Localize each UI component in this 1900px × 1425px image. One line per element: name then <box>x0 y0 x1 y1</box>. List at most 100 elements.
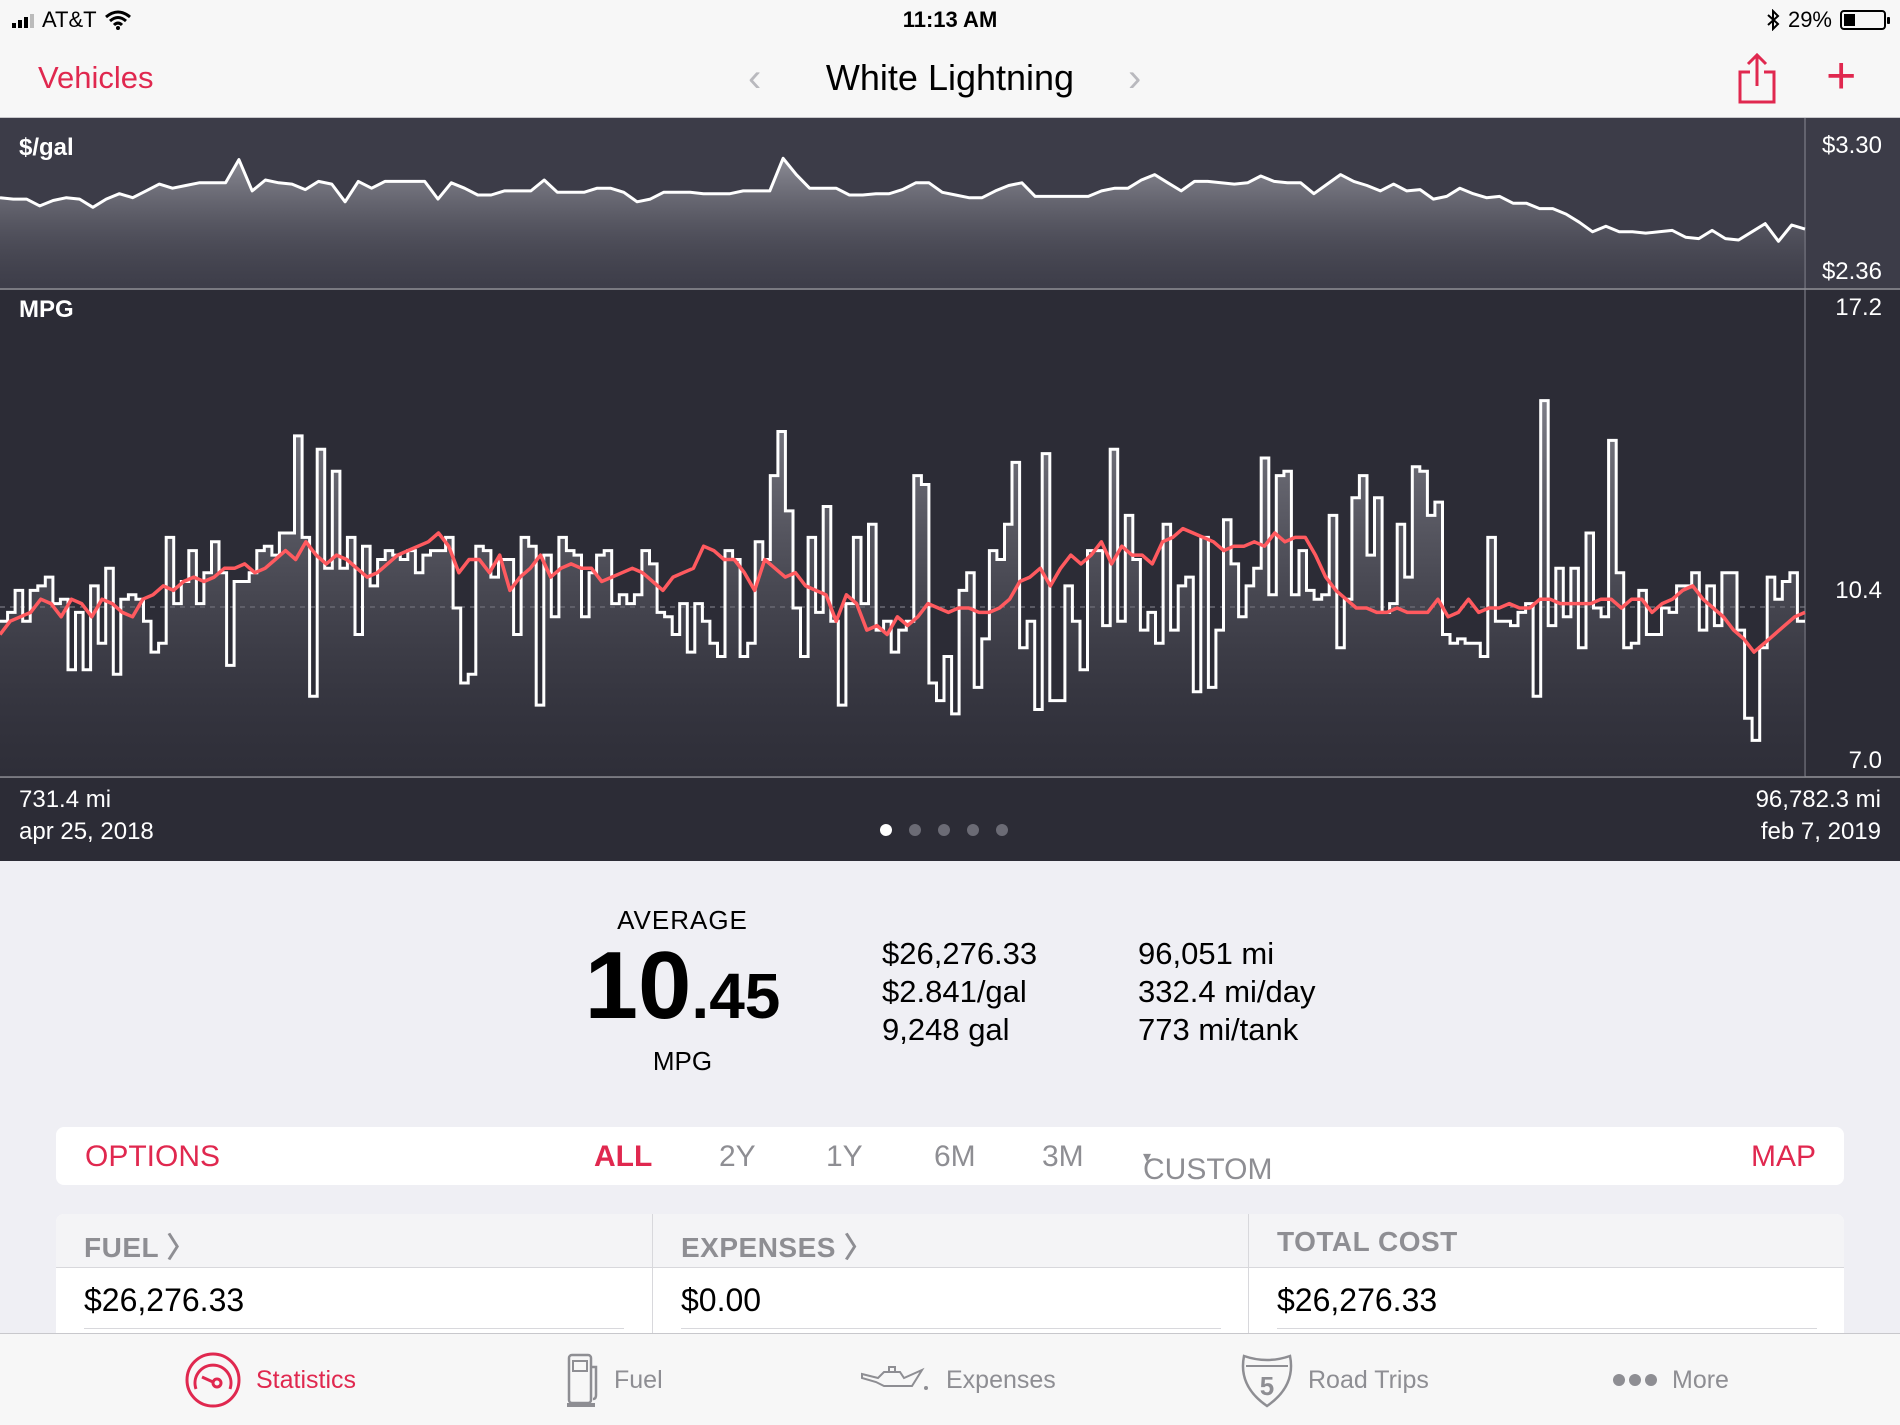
page-dot[interactable] <box>880 824 892 836</box>
total-cost-stat: $26,276.33 <box>882 936 1038 971</box>
options-button[interactable]: OPTIONS <box>85 1140 221 1173</box>
average-label: AVERAGE <box>617 905 748 935</box>
mpg-area <box>0 400 1805 777</box>
column-divider <box>1248 1214 1249 1334</box>
price-max-label: $3.30 <box>1821 132 1882 159</box>
average-mpg-block: AVERAGE 10.45 MPG <box>540 905 825 1077</box>
mpg-average-line <box>0 526 1806 654</box>
status-bar: AT&T 11:13 AM 29% <box>0 0 1900 40</box>
mpg-mid-label: 10.4 <box>1835 577 1882 604</box>
ellipsis-icon <box>1613 1374 1657 1386</box>
range-1y-tab[interactable]: 1Y <box>826 1140 863 1173</box>
tab-road-trips[interactable]: 5 Road Trips <box>1240 1334 1429 1425</box>
battery-icon <box>1840 10 1890 30</box>
start-distance: 731.4 mi <box>19 786 112 813</box>
cost-stats: $26,276.33 $2.841/gal 9,248 gal <box>882 935 1037 1049</box>
tab-road-trips-label: Road Trips <box>1308 1365 1429 1394</box>
miles-per-tank-stat: 773 mi/tank <box>1138 1012 1299 1047</box>
battery-percent: 29% <box>1787 7 1832 32</box>
page-dot[interactable] <box>909 824 921 836</box>
column-divider <box>652 1214 653 1334</box>
chevron-right-icon: 〉 <box>166 1232 196 1263</box>
mpg-max-label: 17.2 <box>1835 294 1882 321</box>
average-value: 10.45 <box>540 936 825 1046</box>
mpg-min-label: 7.0 <box>1848 747 1882 774</box>
fuel-header-label: FUEL <box>84 1232 159 1263</box>
tab-more[interactable]: More <box>1612 1334 1729 1425</box>
expenses-column-header[interactable]: EXPENSES 〉 <box>681 1226 873 1266</box>
vehicles-back-button[interactable]: Vehicles <box>38 60 154 95</box>
tab-statistics-label: Statistics <box>256 1365 357 1394</box>
cell-signal-icon <box>12 12 34 28</box>
distance-stats: 96,051 mi 332.4 mi/day 773 mi/tank <box>1138 935 1316 1049</box>
range-all-tab[interactable]: ALL <box>594 1140 653 1173</box>
price-area <box>0 158 1805 288</box>
price-line-chart <box>0 156 1806 288</box>
fuel-cost-value: $26,276.33 <box>84 1282 245 1318</box>
range-2y-tab[interactable]: 2Y <box>719 1140 756 1173</box>
miles-per-day-stat: 332.4 mi/day <box>1138 974 1316 1009</box>
row-divider <box>84 1328 624 1329</box>
tab-fuel[interactable]: Fuel <box>566 1334 663 1425</box>
options-bar: OPTIONS ALL 2Y 1Y 6M 3M CUSTOM ▾ MAP <box>56 1127 1844 1186</box>
range-3m-tab[interactable]: 3M <box>1042 1140 1084 1173</box>
previous-vehicle-chevron-icon[interactable]: ‹ <box>748 56 762 100</box>
price-chart-label: $/gal <box>19 134 74 161</box>
map-button[interactable]: MAP <box>1750 1140 1816 1173</box>
oil-can-icon <box>861 1366 928 1390</box>
price-per-gallon-stat: $2.841/gal <box>882 974 1027 1009</box>
wifi-icon <box>104 10 131 30</box>
distance-stat: 96,051 mi <box>1138 936 1275 971</box>
fuel-pump-icon <box>567 1353 598 1407</box>
chevron-right-icon: 〉 <box>844 1232 873 1263</box>
tab-statistics[interactable]: Statistics <box>184 1334 356 1425</box>
add-entry-button[interactable]: + <box>1826 47 1857 105</box>
status-time: 11:13 AM <box>902 7 998 32</box>
tab-expenses[interactable]: Expenses <box>856 1334 1056 1425</box>
custom-label: CUSTOM <box>1143 1153 1273 1186</box>
page-dot[interactable] <box>967 824 979 836</box>
navigation-bar: Vehicles ‹ White Lightning › + <box>0 40 1900 118</box>
expenses-header-label: EXPENSES <box>681 1232 836 1263</box>
price-min-label: $2.36 <box>1821 258 1882 285</box>
page-dot[interactable] <box>938 824 950 836</box>
dropdown-triangle-icon: ▾ <box>1143 1149 1152 1166</box>
mpg-chart-label: MPG <box>19 296 74 323</box>
fuel-column-header[interactable]: FUEL 〉 <box>84 1226 195 1266</box>
average-unit: MPG <box>652 1046 713 1076</box>
interstate-shield-icon: 5 <box>1241 1354 1293 1408</box>
chart-area[interactable]: $/gal $3.30 $2.36 MPG 17.2 10.4 7.0 731.… <box>0 118 1900 861</box>
average-whole: 10 <box>584 932 692 1039</box>
page-indicator[interactable] <box>880 824 1008 836</box>
tab-bar: Statistics Fuel Expenses 5 <box>0 1333 1900 1425</box>
page-dot[interactable] <box>996 824 1008 836</box>
mpg-line-chart <box>0 399 1806 777</box>
gallons-stat: 9,248 gal <box>882 1012 1010 1047</box>
cost-table: FUEL 〉 EXPENSES 〉 TOTAL COST $26,276.33 … <box>56 1214 1844 1334</box>
tab-more-label: More <box>1672 1365 1729 1394</box>
price-series-line <box>0 156 1806 243</box>
row-divider <box>681 1328 1221 1329</box>
total-cost-column-header: TOTAL COST <box>1277 1226 1458 1257</box>
range-6m-tab[interactable]: 6M <box>934 1140 976 1173</box>
status-left: AT&T <box>12 7 131 33</box>
range-custom-dropdown[interactable]: CUSTOM ▾ <box>1143 1140 1272 1186</box>
next-vehicle-chevron-icon[interactable]: › <box>1128 56 1142 100</box>
share-icon[interactable] <box>1736 52 1778 104</box>
road-trip-badge: 5 <box>1260 1371 1274 1401</box>
status-right: 29% <box>1766 7 1890 33</box>
vehicle-title: White Lightning <box>825 57 1075 98</box>
battery-level-fill <box>1844 14 1855 26</box>
gauge-icon <box>185 1352 241 1408</box>
end-date: feb 7, 2019 <box>1760 818 1881 845</box>
charts-svg <box>0 118 1900 778</box>
tab-expenses-label: Expenses <box>946 1365 1056 1394</box>
expenses-cost-value: $0.00 <box>681 1282 762 1318</box>
total-cost-value: $26,276.33 <box>1277 1282 1438 1318</box>
start-date: apr 25, 2018 <box>19 818 154 845</box>
row-divider <box>1277 1328 1817 1329</box>
end-distance: 96,782.3 mi <box>1755 786 1881 813</box>
average-fraction: .45 <box>691 960 781 1032</box>
bluetooth-icon <box>1767 9 1780 31</box>
